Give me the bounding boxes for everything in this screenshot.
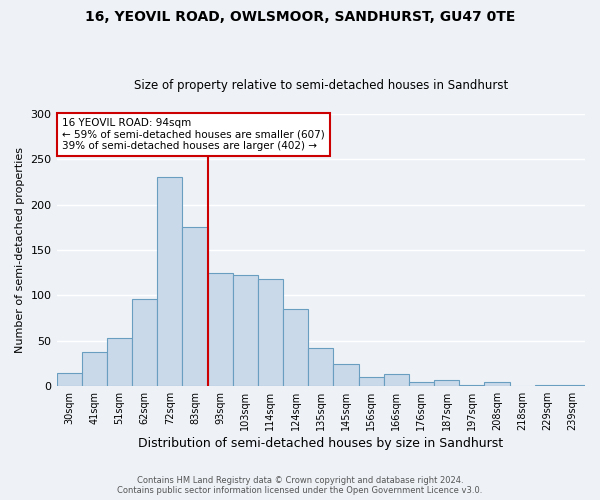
Text: 16 YEOVIL ROAD: 94sqm
← 59% of semi-detached houses are smaller (607)
39% of sem: 16 YEOVIL ROAD: 94sqm ← 59% of semi-deta…	[62, 118, 325, 152]
Bar	[434, 380, 459, 386]
X-axis label: Distribution of semi-detached houses by size in Sandhurst: Distribution of semi-detached houses by …	[138, 437, 503, 450]
Bar	[208, 272, 233, 386]
Bar	[409, 382, 434, 386]
Bar	[107, 338, 132, 386]
Text: 16, YEOVIL ROAD, OWLSMOOR, SANDHURST, GU47 0TE: 16, YEOVIL ROAD, OWLSMOOR, SANDHURST, GU…	[85, 10, 515, 24]
Bar	[182, 228, 208, 386]
Bar	[258, 279, 283, 386]
Bar	[233, 276, 258, 386]
Bar	[82, 352, 107, 386]
Text: Contains HM Land Registry data © Crown copyright and database right 2024.
Contai: Contains HM Land Registry data © Crown c…	[118, 476, 482, 495]
Bar	[459, 385, 484, 386]
Bar	[359, 377, 383, 386]
Bar	[560, 385, 585, 386]
Bar	[334, 364, 359, 386]
Bar	[56, 373, 82, 386]
Y-axis label: Number of semi-detached properties: Number of semi-detached properties	[15, 147, 25, 353]
Bar	[132, 299, 157, 386]
Bar	[484, 382, 509, 386]
Bar	[157, 178, 182, 386]
Title: Size of property relative to semi-detached houses in Sandhurst: Size of property relative to semi-detach…	[134, 79, 508, 92]
Bar	[308, 348, 334, 386]
Bar	[535, 385, 560, 386]
Bar	[283, 309, 308, 386]
Bar	[383, 374, 409, 386]
